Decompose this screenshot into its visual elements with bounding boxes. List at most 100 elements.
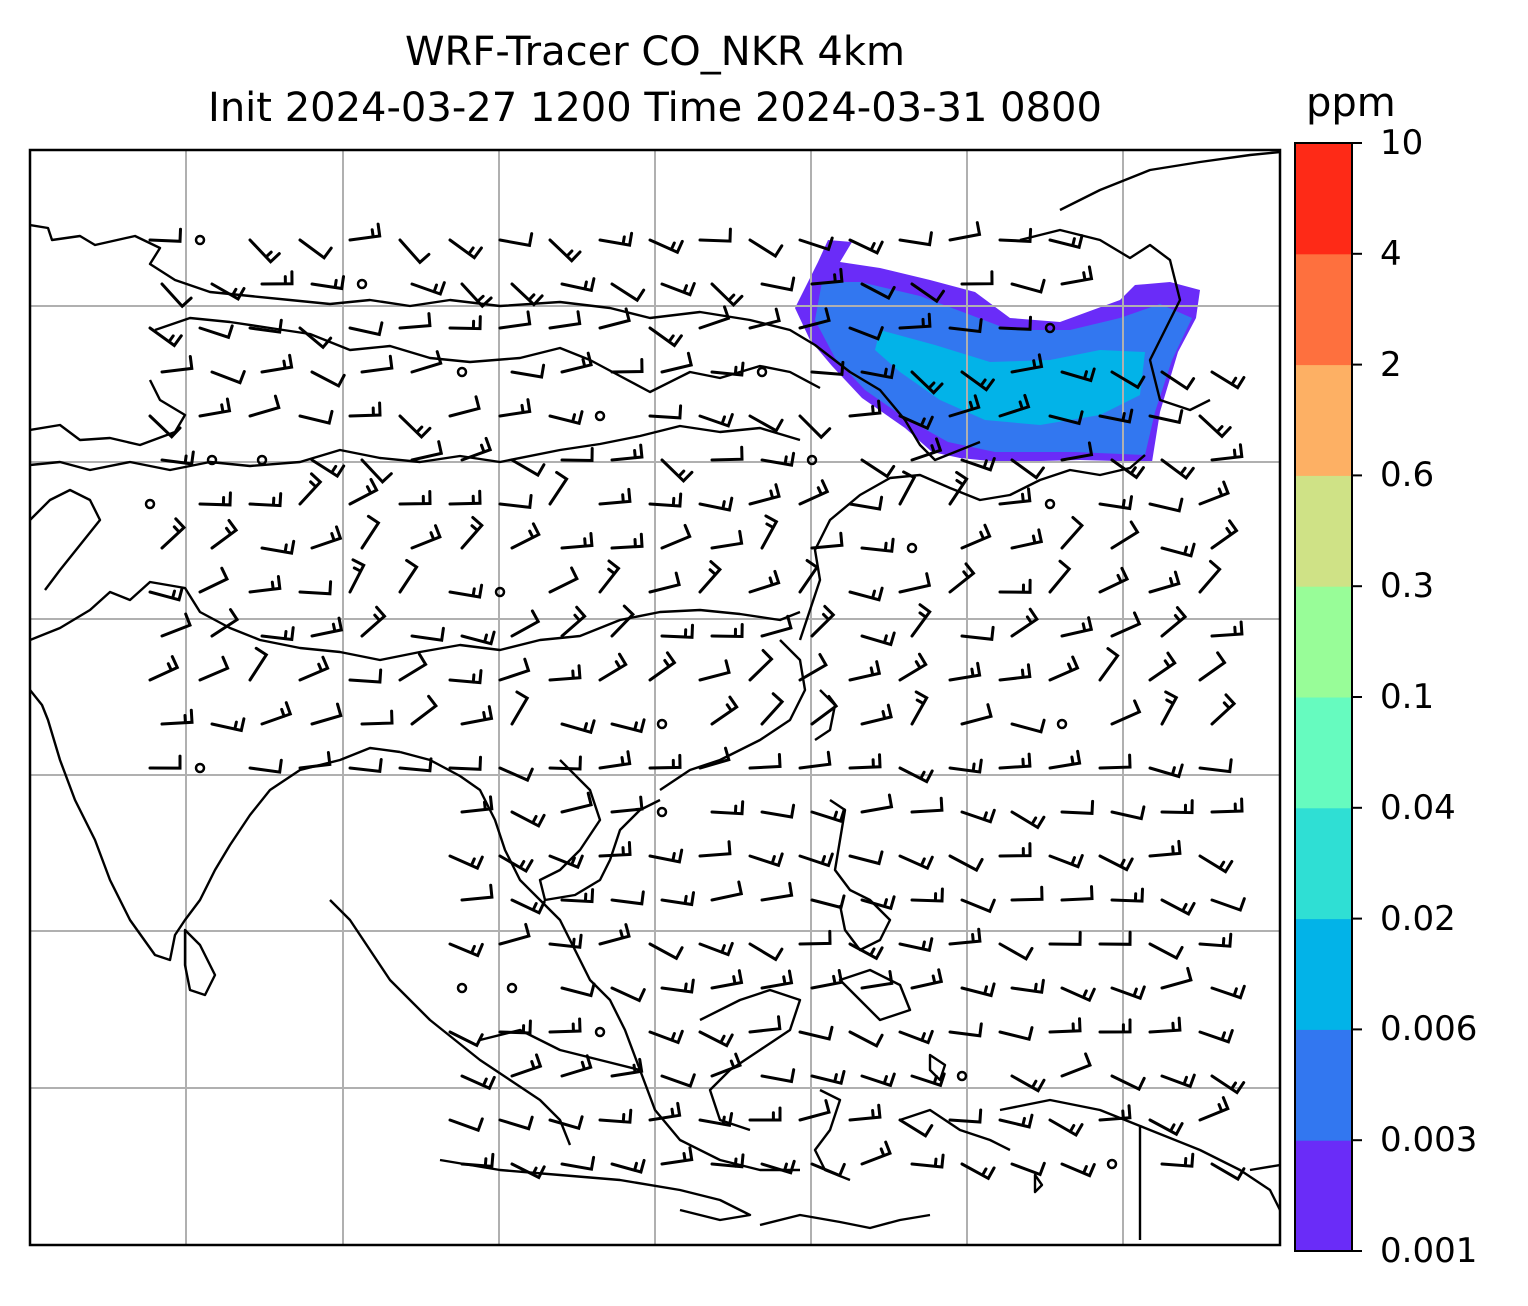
wind-barb	[510, 363, 546, 379]
wind-barb	[498, 766, 534, 783]
wind-barb	[148, 414, 182, 439]
wind-barb	[1010, 1074, 1046, 1093]
wind-barb	[1110, 985, 1146, 1001]
colorbar-tick-label: 10	[1380, 123, 1424, 163]
wind-barb	[1110, 458, 1145, 480]
calm-wind-marker	[956, 1070, 968, 1082]
wind-barb	[510, 810, 546, 828]
wind-barb	[398, 757, 433, 773]
colorbar-tick-label: 0.003	[1380, 1120, 1478, 1161]
calm-wind-marker	[194, 762, 206, 774]
wind-barb	[498, 310, 532, 330]
wind-barb	[848, 238, 884, 255]
wind-barb	[660, 458, 694, 484]
wind-barb	[698, 746, 731, 770]
gridlines	[30, 150, 1280, 1245]
wind-barb	[398, 490, 432, 506]
wind-barb	[860, 1140, 892, 1166]
wind-barb	[460, 1152, 495, 1169]
wind-barb	[1048, 655, 1080, 682]
wind-barb	[1060, 1052, 1092, 1078]
colorbar-tick-label: 0.001	[1380, 1231, 1478, 1271]
wind-barb	[1098, 495, 1133, 511]
colorbar-tick-label: 0.04	[1380, 787, 1456, 828]
wind-barb	[1210, 1074, 1246, 1095]
wind-barb	[810, 1162, 846, 1178]
wind-barb	[210, 608, 240, 638]
wind-barb	[498, 1019, 532, 1035]
wind-barb	[648, 1029, 684, 1045]
wind-barb	[248, 492, 283, 508]
calm-wind-marker	[1056, 718, 1068, 730]
wind-barb	[1198, 559, 1222, 594]
wind-barb	[748, 483, 781, 506]
wind-barb	[748, 1015, 782, 1034]
wind-barb	[1148, 409, 1184, 425]
calm-wind-marker	[356, 278, 368, 290]
wind-barb	[910, 690, 929, 726]
wind-barb	[910, 370, 944, 395]
wind-barb	[798, 1025, 834, 1041]
wind-barb	[460, 436, 493, 462]
wind-barb	[160, 708, 194, 726]
wind-barb	[610, 1057, 644, 1078]
wind-barb	[348, 222, 382, 242]
wind-barb	[310, 275, 345, 291]
wind-barb	[198, 566, 230, 594]
wind-barb	[898, 766, 934, 784]
wind-barb	[1210, 620, 1244, 638]
wind-barb	[1060, 367, 1096, 383]
wind-barb	[298, 751, 332, 770]
wind-barb	[810, 695, 839, 726]
wind-barb	[598, 1108, 633, 1124]
wind-barb	[1210, 897, 1246, 912]
colorbar-segment	[1295, 253, 1352, 366]
wind-barb	[1098, 647, 1120, 682]
wind-barb	[948, 562, 976, 594]
wind-barb	[210, 717, 246, 733]
wind-barb	[348, 668, 383, 684]
colorbar-tick-label: 0.1	[1380, 677, 1435, 717]
wind-barb	[760, 276, 796, 292]
wind-barb	[948, 1108, 983, 1124]
wind-barb	[1048, 1118, 1084, 1138]
wind-barb	[960, 808, 996, 824]
calm-wind-marker	[494, 586, 506, 598]
wind-barb	[1010, 353, 1044, 374]
wind-barb	[698, 1030, 734, 1048]
wind-barb	[448, 942, 484, 958]
wind-barb	[398, 238, 431, 265]
wind-barb	[710, 695, 739, 726]
wind-barb	[510, 282, 544, 307]
colorbar-segment	[1295, 697, 1352, 809]
wind-barb	[960, 625, 995, 641]
wind-barb	[198, 324, 234, 340]
wind-barb	[998, 227, 1033, 243]
wind-barb	[798, 559, 820, 594]
wind-barb	[410, 281, 446, 296]
wind-barb	[960, 270, 994, 286]
calm-wind-marker	[656, 718, 668, 730]
calm-wind-marker	[1106, 1158, 1118, 1170]
wind-barb	[1148, 1118, 1184, 1137]
wind-barb	[860, 895, 896, 911]
wind-barb	[860, 282, 896, 301]
wind-barb	[948, 394, 981, 418]
wind-barb	[910, 796, 944, 814]
wind-barb	[498, 1115, 534, 1131]
wind-barb	[798, 307, 831, 330]
wind-barb	[248, 646, 269, 682]
wind-barb	[898, 572, 932, 594]
wind-barb	[1060, 799, 1095, 815]
wind-barb	[298, 472, 323, 506]
wind-barb	[410, 694, 439, 726]
wind-barb	[748, 414, 784, 433]
wind-barb	[248, 318, 283, 334]
wind-barb	[298, 655, 330, 682]
chart-title-line2: Init 2024-03-27 1200 Time 2024-03-31 080…	[208, 85, 1102, 131]
wind-barb	[860, 703, 893, 726]
wind-barb	[610, 890, 645, 906]
wind-barb	[648, 753, 682, 770]
wind-barb	[1110, 805, 1146, 821]
wind-barb	[610, 282, 646, 303]
